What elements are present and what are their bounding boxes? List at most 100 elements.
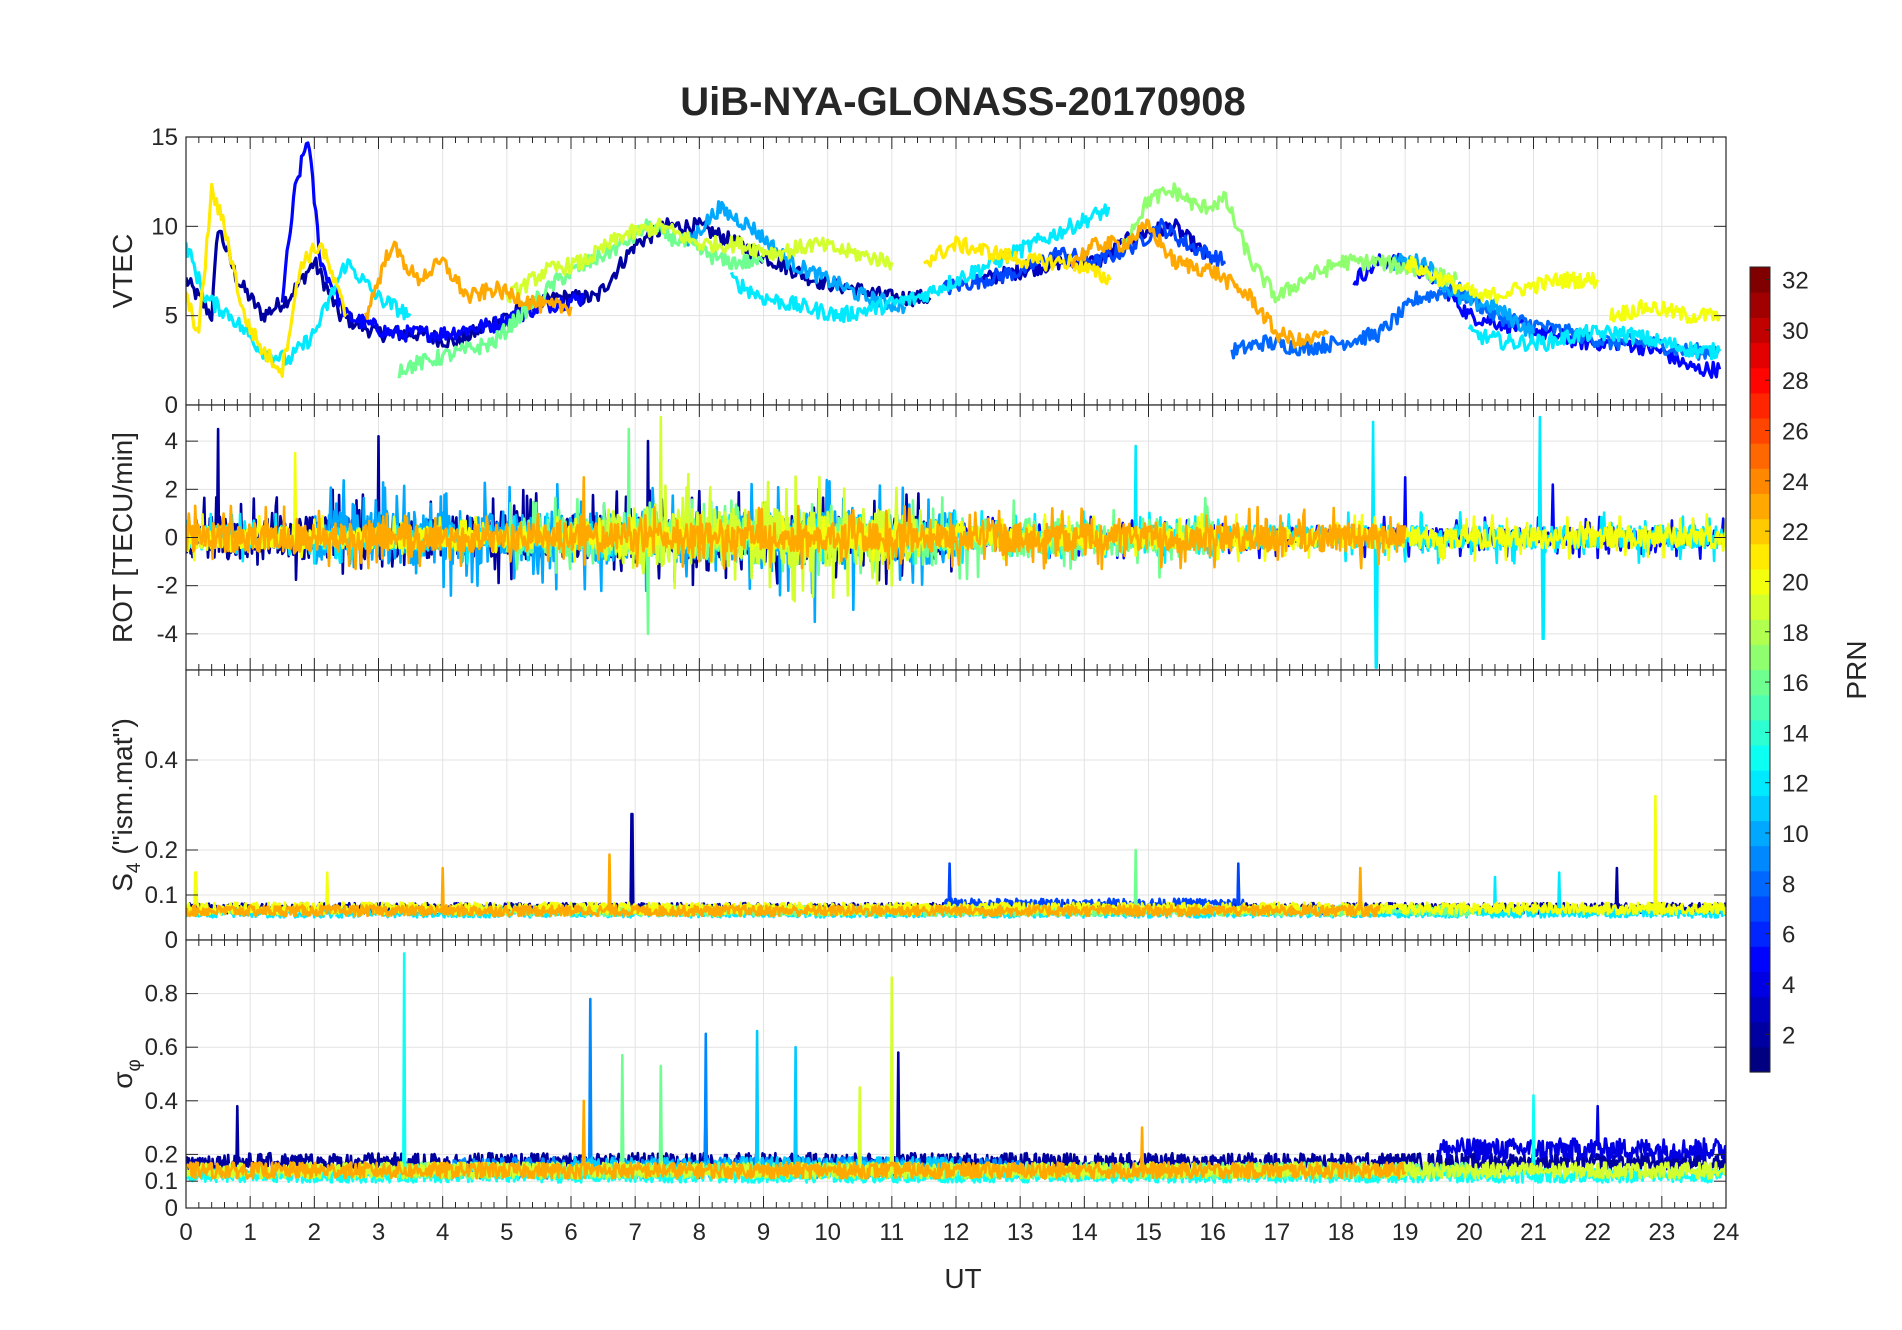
y-tick-label: 0.2	[145, 837, 178, 864]
series-line-prn-17	[1121, 182, 1459, 304]
colorbar-bin	[1750, 770, 1770, 796]
colorbar-tick-label: 12	[1782, 771, 1809, 798]
x-ticks	[185, 940, 1727, 1208]
colorbar-bin	[1750, 744, 1770, 771]
y-axis-label: σφ	[107, 1059, 145, 1089]
series-line-prn-19	[601, 415, 926, 603]
colorbar-tick-label: 18	[1782, 620, 1809, 647]
series-group	[186, 952, 1726, 1184]
colorbar-tick-label: 14	[1782, 720, 1809, 747]
x-tick-label: 4	[436, 1219, 449, 1246]
series-line-prn-10	[684, 200, 907, 315]
colorbar-bin	[1750, 1046, 1770, 1073]
colorbar-bin	[1750, 518, 1770, 545]
x-ticks	[185, 137, 1727, 405]
series-line-prn-21	[186, 182, 348, 378]
x-tick-label: 0	[179, 1219, 192, 1246]
x-tick-label: 22	[1584, 1219, 1611, 1246]
y-tick-label: 10	[151, 213, 178, 240]
y-tick-label: 4	[165, 428, 178, 455]
x-tick-labels: 0 1 2 3 4 5 6 7 8 9 10 11 12 13 14 15 16 17 18 19 20 21 22 23 24	[179, 1219, 1739, 1246]
colorbar-bin	[1750, 568, 1770, 595]
series-line-prn-12	[729, 203, 1111, 324]
colorbar-bin	[1750, 342, 1770, 369]
x-tick-label: 16	[1199, 1219, 1226, 1246]
colorbar-label: PRN	[1841, 640, 1872, 699]
series-line-prn-23	[186, 853, 1381, 918]
colorbar-bin	[1750, 694, 1770, 721]
colorbar-tick-label: 4	[1782, 972, 1795, 999]
y-tick-label: -4	[157, 621, 178, 648]
series-line-prn-20	[186, 451, 1726, 563]
y-tick-label: 0	[165, 927, 178, 954]
x-tick-label: 19	[1392, 1219, 1419, 1246]
colorbar-bin	[1750, 895, 1770, 922]
x-tick-label: 23	[1648, 1219, 1675, 1246]
x-tick-label: 10	[814, 1219, 841, 1246]
x-tick-label: 1	[243, 1219, 256, 1246]
colorbar-tick-label: 22	[1782, 519, 1809, 546]
y-tick-label: 0	[165, 1195, 178, 1222]
x-tick-label: 12	[943, 1219, 970, 1246]
y-ticks: -4 -2 0 2 4	[157, 428, 1726, 648]
panel-rot: -4 -2 0 2 4 ROT [TECU/min]	[107, 404, 1727, 671]
colorbar-bin	[1750, 594, 1770, 620]
colorbar-tick-label: 30	[1782, 318, 1809, 345]
x-tick-label: 13	[1007, 1219, 1034, 1246]
series-group	[186, 141, 1722, 379]
x-tick-label: 5	[500, 1219, 513, 1246]
x-tick-label: 17	[1263, 1219, 1290, 1246]
series-group	[186, 794, 1726, 919]
x-tick-label: 20	[1456, 1219, 1483, 1246]
colorbar-bin	[1750, 543, 1770, 570]
colorbar-bin	[1750, 845, 1770, 872]
colorbar-frame	[1749, 266, 1771, 1073]
x-ticks	[185, 670, 1727, 940]
panel-vtec: 0 5 10 15 VTEC	[107, 124, 1727, 419]
series-line-prn-23	[186, 1099, 1407, 1180]
colorbar-tick-label: 28	[1782, 368, 1809, 395]
x-ticks	[185, 405, 1727, 670]
x-tick-label: 14	[1071, 1219, 1098, 1246]
colorbar-bin	[1750, 946, 1770, 972]
colorbar-bin	[1750, 644, 1770, 671]
colorbar-bin	[1750, 669, 1770, 696]
colorbar-bin	[1750, 820, 1770, 847]
colorbar-bin	[1750, 619, 1770, 645]
y-tick-label: -2	[157, 573, 178, 600]
y-tick-label: 2	[165, 476, 178, 503]
colorbar-bin	[1750, 392, 1770, 419]
colorbar-bin	[1750, 1021, 1770, 1048]
y-ticks: 0 0.1 0.2 0.4	[145, 747, 1726, 954]
y-tick-label: 0.1	[145, 882, 178, 909]
colorbar-bin	[1750, 870, 1770, 897]
series-line-prn-12	[1467, 323, 1722, 361]
series-group	[186, 415, 1726, 669]
y-tick-label: 0.6	[145, 1034, 178, 1061]
colorbar-tick-label: 6	[1782, 922, 1795, 949]
x-tick-label: 9	[757, 1219, 770, 1246]
y-ticks: 00.10.2 0.4 0.6 0.8	[145, 981, 1726, 1222]
colorbar-tick-label: 20	[1782, 569, 1809, 596]
colorbar-tick-label: 32	[1782, 268, 1809, 295]
x-tick-label: 15	[1135, 1219, 1162, 1246]
y-ticks: 0 5 10 15	[151, 124, 1726, 419]
chart-title: UiB-NYA-GLONASS-20170908	[680, 80, 1245, 124]
y-axis-label: S4 ("ism.mat")	[107, 718, 145, 892]
series-line-prn-4	[1436, 1104, 1726, 1162]
x-tick-label: 6	[564, 1219, 577, 1246]
colorbar-bin	[1750, 417, 1770, 444]
x-tick-label: 21	[1520, 1219, 1547, 1246]
colorbar-bin	[1750, 317, 1770, 344]
y-axis-label: VTEC	[107, 234, 138, 309]
x-tick-label: 8	[693, 1219, 706, 1246]
x-axis-label: UT	[944, 1263, 981, 1294]
series-line-prn-23	[1069, 218, 1330, 349]
series-line-prn-19	[505, 217, 894, 304]
colorbar-tick-label: 8	[1782, 871, 1795, 898]
colorbar-bin	[1750, 292, 1770, 318]
x-tick-label: 7	[628, 1219, 641, 1246]
